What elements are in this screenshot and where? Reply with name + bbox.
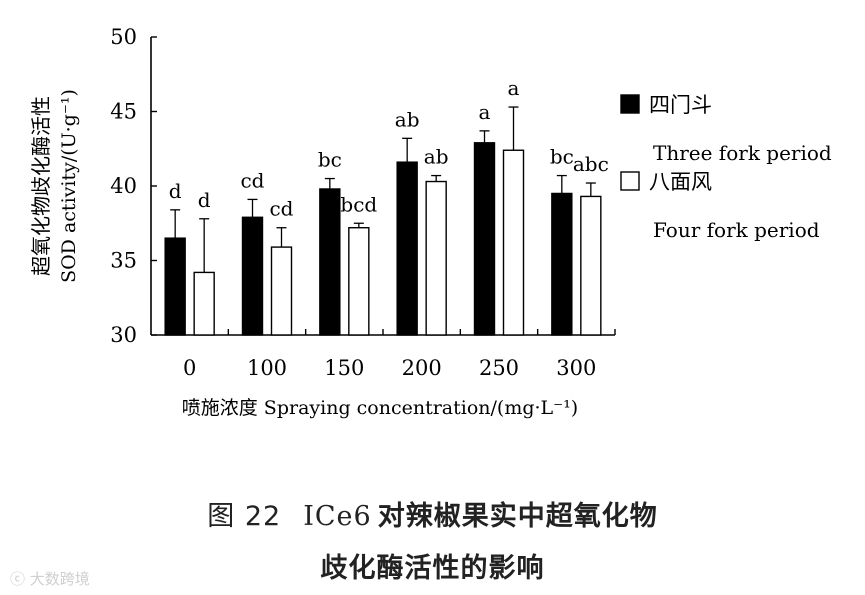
y-tick-label: 35	[110, 249, 137, 273]
bar-series2	[270, 246, 293, 336]
significance-letter: ab	[395, 107, 420, 131]
x-tick-label: 150	[324, 356, 364, 380]
x-axis-label: 喷施浓度 Spraying concentration/(mg·L⁻¹)	[182, 397, 578, 419]
watermark-icon: ⓒ	[10, 570, 30, 588]
bar-series1	[396, 161, 418, 336]
bar-series2	[580, 195, 602, 336]
bar-series2	[348, 227, 370, 336]
bar-series2	[502, 149, 525, 336]
figure-caption-line2: 歧化酶活性的影响	[0, 546, 865, 585]
legend-label-cn: 八面风	[649, 170, 712, 194]
x-tick-label: 250	[479, 356, 519, 380]
y-axis-label-en: SOD activity/(U·g⁻¹)	[58, 89, 80, 283]
legend-swatch	[620, 94, 640, 114]
legend-swatch	[620, 171, 640, 191]
significance-letter: a	[508, 76, 520, 100]
bar-series2	[193, 271, 215, 336]
bar-series1	[473, 142, 496, 336]
significance-letter: d	[169, 179, 182, 203]
watermark-text: 大数跨境	[29, 570, 90, 588]
x-tick-label: 300	[556, 356, 596, 380]
figure-caption-line1: 图 22 ICe6 对辣椒果实中超氧化物	[0, 494, 865, 533]
significance-letter: abc	[573, 152, 609, 176]
legend-label-en: Four fork period	[653, 218, 820, 242]
legend-label-cn: 四门斗	[649, 93, 712, 117]
legend-label-en: Three fork period	[653, 141, 832, 165]
significance-letter: a	[479, 100, 491, 124]
significance-letter: bcd	[340, 192, 377, 216]
significance-letter: bc	[318, 148, 342, 172]
bar-series2	[425, 180, 447, 336]
caption-code: ICe6	[303, 501, 372, 532]
bar-series1	[164, 237, 186, 336]
x-tick-label: 100	[247, 356, 287, 380]
y-tick-label: 45	[110, 100, 137, 124]
bar-series1	[319, 188, 341, 336]
significance-letter: cd	[269, 197, 293, 221]
y-tick-label: 50	[110, 25, 137, 49]
y-tick-label: 40	[110, 174, 137, 198]
significance-letter: ab	[424, 145, 449, 169]
caption-title-part2: 歧化酶活性的影响	[320, 553, 545, 584]
figure-number: 图 22	[207, 501, 282, 532]
significance-letter: bc	[550, 145, 574, 169]
caption-title-part1: 对辣椒果实中超氧化物	[377, 501, 658, 532]
y-tick-label: 30	[110, 323, 137, 347]
x-tick-label: 200	[402, 356, 442, 380]
significance-letter: d	[198, 188, 211, 212]
watermark: ⓒ 大数跨境	[10, 568, 90, 589]
bar-series1	[551, 192, 573, 336]
significance-letter: cd	[240, 168, 264, 192]
bar-series1	[241, 216, 264, 336]
x-tick-label: 0	[183, 356, 196, 380]
y-axis-label-cn: 超氧化物歧化酶活性	[29, 96, 53, 276]
